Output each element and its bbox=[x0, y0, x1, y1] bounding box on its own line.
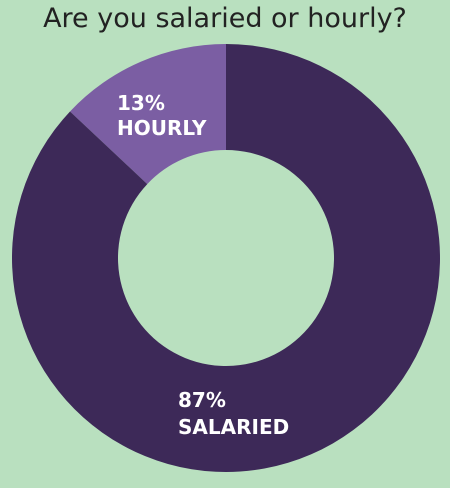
slice-salaried bbox=[11, 44, 440, 472]
slice-value-label-hourly: 13% bbox=[117, 91, 165, 115]
chart-title: Are you salaried or hourly? bbox=[43, 3, 407, 34]
slice-hourly bbox=[70, 44, 226, 185]
slice-value-label-salaried: 87% bbox=[178, 388, 226, 412]
slice-category-label-salaried: SALARIED bbox=[178, 415, 289, 439]
slice-category-label-hourly: HOURLY bbox=[117, 116, 207, 140]
